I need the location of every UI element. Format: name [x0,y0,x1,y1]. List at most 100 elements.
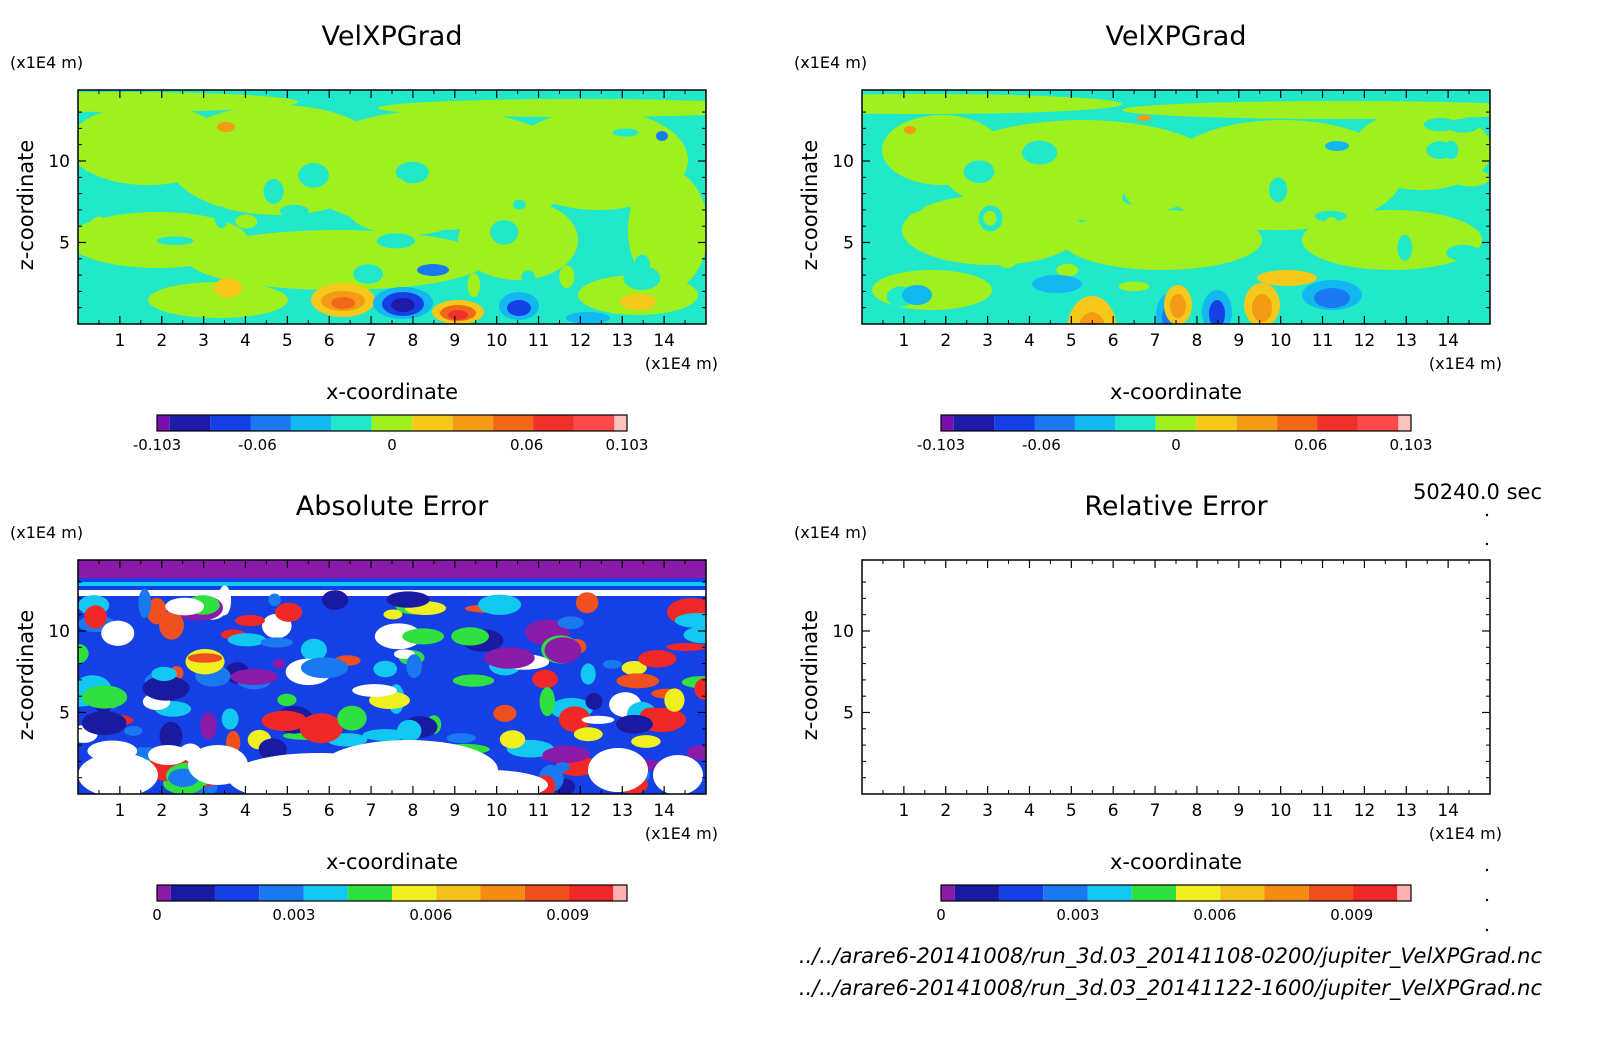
colorbar-tick-label: 0 [387,436,397,454]
contour-region [263,178,284,204]
contour-region [300,657,349,679]
contour-region [666,642,706,651]
timestamp-label: 50240.0 sec [1413,480,1542,504]
x-tick-label: 8 [408,801,419,821]
plot-area [862,90,1490,324]
panel-title: VelXPGrad [1106,21,1247,52]
dot-marker [1485,898,1489,902]
contour-region [279,204,309,218]
contour-region [889,142,920,167]
contour-region [277,693,297,706]
contour-region [406,654,422,679]
contour-region [156,236,194,246]
contour-region [493,704,517,722]
panel-1: VelXPGrad(x1E4 m)(x1E4 m)1 2 3 4 5 6 7 8 9 10 11 12… [10,21,718,454]
contour-region [386,591,430,608]
colorbar-swatch [1074,415,1116,431]
x-tick-label: 7 [366,801,377,821]
contour-region [353,264,384,284]
x-tick-label: 4 [240,331,251,351]
x-tick-label: 10 [1270,331,1292,351]
x-tick-label: 3 [982,801,993,821]
colorbar-swatch [371,415,413,431]
y-unit-label: (x1E4 m) [10,523,83,542]
contour-region [1021,140,1058,165]
panel-2: VelXPGrad(x1E4 m)(x1E4 m)1 2 3 4 5 6 7 8 9 10 11 12… [794,21,1502,454]
x-tick-label: 3 [198,801,209,821]
contour-region [187,653,223,663]
x-tick-label: 11 [528,801,550,821]
panel-title: Absolute Error [296,491,489,522]
colorbar-swatch [954,885,999,901]
x-tick-label: 5 [1066,331,1077,351]
x-tick-label: 13 [611,331,633,351]
contour-region [148,282,288,318]
contour-region [995,245,1019,269]
contour-region [1322,217,1341,243]
y-unit-label: (x1E4 m) [794,53,867,72]
colorbar-swatch [1357,415,1399,431]
contour-region [864,232,900,258]
x-tick-label: 13 [1395,331,1417,351]
contour-region [348,185,468,235]
contour-region [221,708,239,730]
colorbar-tick-label: -0.103 [133,436,181,454]
colorbar-tick-label: -0.06 [1022,436,1061,454]
x-tick-label: 2 [940,801,951,821]
y-axis-label: z-coordinate [14,140,38,271]
y-axis-label: z-coordinate [14,610,38,741]
colorbar-tick-label: -0.103 [917,436,965,454]
x-tick-label: 2 [156,801,167,821]
contour-region [573,727,603,742]
contour-region [664,688,685,712]
y-tick-label: 10 [832,622,854,642]
contour-region [490,220,519,245]
contour-region [521,270,536,284]
contour-region [235,214,258,229]
y-tick-label: 5 [59,233,70,253]
feature-blob [904,126,916,134]
contour-region [983,210,997,226]
colorbar-tick-label: 0.003 [272,906,315,924]
dot-marker [1485,868,1489,872]
contour-region [389,177,407,203]
contour-region [654,211,686,224]
colorbar-swatch [452,415,494,431]
contour-region [89,216,109,238]
contour-region [539,687,556,717]
contour-region [586,287,626,310]
contour-region [227,633,266,647]
contour-region [188,230,488,290]
contour-region [1443,140,1459,160]
contour-region [78,582,706,586]
x-tick-label: 1 [114,801,125,821]
contour-region [322,590,349,610]
colorbar-swatch [347,885,392,901]
contour-region [451,627,489,646]
feature-blob [1252,294,1272,322]
contour-region [558,706,591,733]
colorbar-swatch [436,885,481,901]
x-tick-label: 9 [1233,801,1244,821]
contour-region [1118,281,1150,292]
y-tick-label: 5 [843,233,854,253]
colorbar-swatch [303,885,348,901]
contour-region [214,206,229,229]
contour-region [235,614,265,627]
colorbar: -0.103 -0.06 0 0.06 0.103 [917,414,1432,454]
x-tick-label: 11 [528,331,550,351]
contour-region [555,762,570,772]
file-path-1: ../../arare6-20141008/run_3d.03_20141108… [798,944,1542,968]
contour-region [142,675,190,701]
contour-region [159,611,184,640]
contour-region [623,266,661,291]
contour-region [275,602,303,622]
x-tick-label: 3 [198,331,209,351]
contour-region [963,160,995,184]
colorbar-swatch [1264,885,1309,901]
colorbar-swatch [1196,415,1237,431]
contour-region [165,597,205,616]
contour-region [1451,169,1490,187]
contour-region [383,609,403,620]
x-tick-label: 14 [1437,331,1459,351]
